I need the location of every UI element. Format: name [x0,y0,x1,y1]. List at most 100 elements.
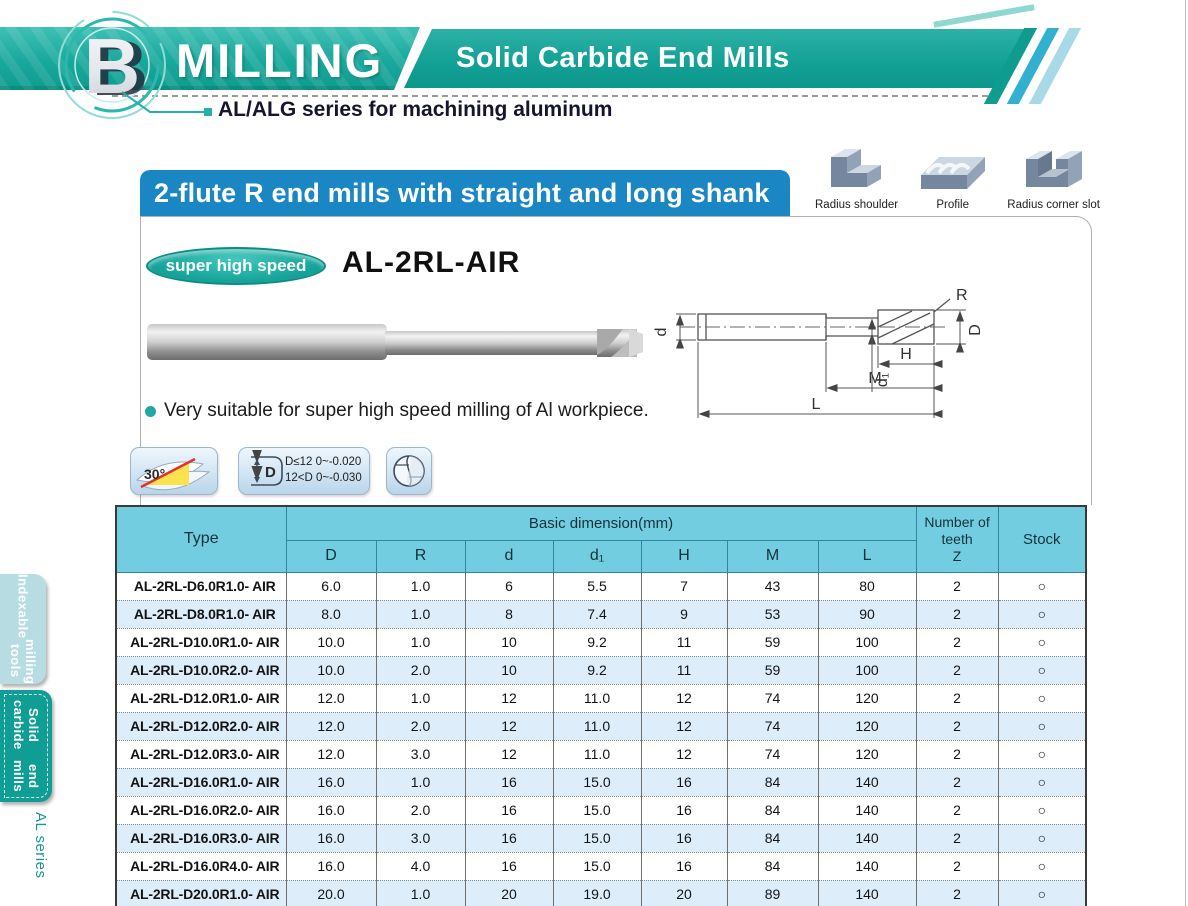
table-row: AL-2RL-D12.0R1.0- AIR 12.0 1.0 12 11.0 12 74 12… [116,684,1087,713]
sidebar-tab-indexable-milling-tools[interactable]: Indexable milling tools [0,574,46,684]
cell-M: 84 [727,852,819,881]
col-header-R: R [375,539,466,573]
bullet-dot-icon [145,405,156,417]
cell-stock: ○ [998,824,1087,853]
tolerance-box: D D≤12 0~-0.020 12<D 0~-0.030 [238,447,370,495]
cell-d1: 15.0 [553,768,642,797]
diagram-label-H: H [900,346,912,363]
cell-Z: 2 [916,768,999,797]
cell-Z: 2 [916,852,999,881]
table-row: AL-2RL-D10.0R2.0- AIR 10.0 2.0 10 9.2 11 59 100… [116,656,1087,685]
cell-H: 7 [641,571,728,601]
cell-H: 11 [641,628,728,657]
page-border-line [1185,0,1186,906]
cell-type: AL-2RL-D16.0R3.0- AIR [116,824,287,853]
cell-stock: ○ [998,880,1087,906]
dimension-table: Type Basic dimension(mm) Number of teeth… [115,505,1088,906]
cell-M: 74 [727,740,819,769]
header-dashed-divider [112,95,988,97]
series-note: AL/ALG series for machining aluminum [218,98,613,121]
cell-H: 12 [641,712,728,741]
cell-stock: ○ [998,600,1087,629]
cell-M: 59 [727,628,819,657]
cell-L: 140 [818,852,917,881]
cell-d: 16 [465,852,554,881]
cell-D: 6.0 [286,571,377,601]
cell-type: AL-2RL-D16.0R2.0- AIR [116,796,287,825]
cell-d1: 11.0 [553,684,642,713]
cell-d: 16 [465,796,554,825]
helix-angle-value: 30° [144,466,165,482]
header-band [0,27,420,90]
sidebar-tab-solid-carbide-end-mills[interactable]: Solid carbide end mills [0,690,52,802]
col-header-d: d [464,539,554,573]
cross-section-box [386,447,432,495]
section-banner: 2-flute R end mills with straight and lo… [140,170,790,216]
application-profile: Profile [915,143,991,211]
application-radius-corner-slot: Radius corner slot [1007,143,1100,211]
cell-D: 8.0 [286,600,377,629]
teeth-line: teeth [941,530,973,547]
diagram-label-d: d [653,328,670,337]
diagram-label-L: L [812,396,821,413]
tab-label-line: Solid carbide [11,700,41,751]
cell-d: 12 [465,684,554,713]
cell-L: 120 [818,684,917,713]
product-model: AL-2RL-AIR [342,246,521,279]
tolerance-line-2: 12<D 0~-0.030 [285,472,362,484]
cell-Z: 2 [916,656,999,685]
cell-H: 12 [641,740,728,769]
cell-M: 74 [727,684,819,713]
tab-label-line: end mills [11,760,41,793]
table-row: AL-2RL-D16.0R2.0- AIR 16.0 2.0 16 15.0 16 84 14… [116,796,1087,825]
badge-label: super high speed [165,256,307,275]
cell-type: AL-2RL-D12.0R2.0- AIR [116,712,287,741]
cell-stock: ○ [998,740,1087,769]
application-radius-shoulder: Radius shoulder [815,143,898,211]
cell-D: 12.0 [286,684,377,713]
cell-L: 100 [818,656,917,685]
cell-H: 16 [641,768,728,797]
cell-M: 53 [727,600,819,629]
cell-stock: ○ [998,571,1087,601]
cell-M: 59 [727,656,819,685]
cell-D: 16.0 [286,768,377,797]
table-row: AL-2RL-D6.0R1.0- AIR 6.0 1.0 6 5.5 7 43 80 2 ○ [116,571,1087,601]
header-accent-sliver [933,4,1035,28]
diagram-label-M: M [868,370,881,387]
logo-connector-line [121,91,212,116]
cell-d1: 9.2 [553,628,642,657]
cell-Z: 2 [916,628,999,657]
cell-M: 89 [727,880,819,906]
cell-d: 16 [465,824,554,853]
cell-Z: 2 [916,712,999,741]
col-header-D: D [285,539,377,573]
cell-d1: 5.5 [553,571,642,601]
cell-L: 140 [818,796,917,825]
cell-type: AL-2RL-D16.0R4.0- AIR [116,852,287,881]
tolerance-symbol: D [265,464,276,481]
cell-Z: 2 [916,796,999,825]
cell-H: 11 [641,656,728,685]
cell-type: AL-2RL-D8.0R1.0- AIR [116,600,287,629]
cell-L: 80 [818,571,917,601]
cell-d: 12 [465,712,554,741]
table-row: AL-2RL-D16.0R3.0- AIR 16.0 3.0 16 15.0 16 84 14… [116,824,1087,853]
cell-L: 100 [818,628,917,657]
cell-R: 1.0 [376,571,466,601]
cell-d1: 11.0 [553,740,642,769]
cell-D: 16.0 [286,796,377,825]
table-body: AL-2RL-D6.0R1.0- AIR 6.0 1.0 6 5.5 7 43 80 2 ○ AL-… [116,571,1087,906]
cell-L: 140 [818,880,917,906]
tab-label-line: Indexable [15,574,31,639]
cell-H: 16 [641,852,728,881]
diameter-tolerance-icon: D [251,450,283,486]
dimension-diagram: d D d₁ H M L R [653,288,984,418]
feature-text: Very suitable for super high speed milli… [164,400,649,421]
two-flute-section-icon [393,455,425,487]
cell-M: 43 [727,571,819,601]
cell-type: AL-2RL-D12.0R3.0- AIR [116,740,287,769]
tab-label-line: milling tools [8,638,38,684]
cell-Z: 2 [916,600,999,629]
